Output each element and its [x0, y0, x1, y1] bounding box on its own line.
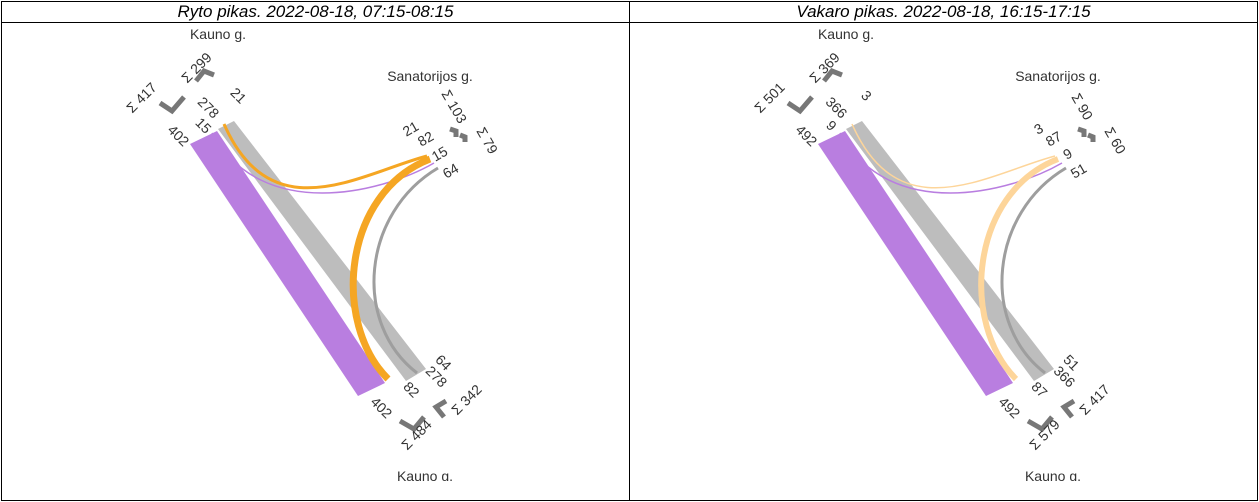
flow-curve	[839, 132, 1063, 194]
chevron	[158, 95, 186, 115]
sum-label: Σ 342	[448, 381, 485, 418]
sum-label: Σ 103	[438, 87, 470, 126]
flow-band	[846, 121, 1054, 381]
chevron	[432, 398, 448, 419]
flow-curve	[851, 123, 1056, 189]
flow-curve	[978, 156, 1060, 382]
flow-label: 87	[1043, 128, 1065, 150]
flow-label: 82	[400, 378, 422, 400]
flow-label: 9	[1060, 145, 1075, 163]
flow-label: 3	[858, 87, 875, 104]
flow-label: 51	[1068, 160, 1090, 182]
flow-label: 82	[415, 128, 437, 150]
chevron	[1087, 132, 1096, 142]
flow-band	[190, 131, 385, 396]
flow-label: 492	[793, 122, 821, 150]
flow-curve	[372, 166, 439, 375]
street-label: Kauno g.	[397, 468, 453, 481]
panel-cell: Kauno g. Σ 417 Σ 299 402 15 278 21 Sanatorijos …	[1, 22, 630, 501]
chevron	[459, 132, 468, 142]
sum-label: Σ 501	[751, 79, 788, 116]
flow-label: 366	[823, 94, 851, 122]
flow-label: 402	[368, 394, 396, 422]
flow-label: 492	[996, 394, 1024, 422]
flow-label: 402	[165, 122, 193, 150]
flow-label: 21	[400, 118, 422, 140]
street-label: Sanatorijos g.	[1015, 68, 1101, 84]
sum-label: Σ 417	[123, 79, 160, 116]
flow-curve	[222, 123, 428, 190]
sum-label: Σ 79	[473, 124, 501, 157]
chevron	[1026, 415, 1054, 433]
street-label: Kauno g.	[1025, 468, 1081, 481]
street-label: Kauno g.	[190, 26, 246, 42]
flow-curve	[211, 132, 435, 194]
header-row: Ryto pikas. 2022-08-18, 07:15-08:15 Vaka…	[1, 1, 1258, 23]
chevron	[1077, 126, 1087, 137]
sum-label: Σ 60	[1101, 124, 1129, 157]
sum-label: Σ 417	[1076, 381, 1113, 418]
street-label: Kauno g.	[818, 26, 874, 42]
panel-cell: Kauno g. Σ 501 Σ 369 492 9 366 3 Sanatorijos g.…	[629, 22, 1258, 501]
flow-label: 21	[227, 84, 249, 106]
chevron	[786, 95, 814, 115]
flow-curve	[1000, 166, 1067, 375]
chevron	[1060, 398, 1076, 419]
panel-title: Vakaro pikas. 2022-08-18, 16:15-17:15	[629, 1, 1258, 23]
flow-label: 64	[440, 160, 462, 182]
diagram-row: Kauno g. Σ 417 Σ 299 402 15 278 21 Sanatorijos …	[1, 22, 1258, 501]
street-label: Sanatorijos g.	[387, 68, 473, 84]
flow-label: 15	[429, 143, 451, 165]
flow-label: 278	[195, 94, 223, 122]
flow-curve	[349, 155, 432, 382]
panel-title: Ryto pikas. 2022-08-18, 07:15-08:15	[1, 1, 630, 23]
chevron	[449, 126, 459, 137]
sum-label: Σ 90	[1068, 90, 1096, 123]
chevron	[822, 67, 843, 83]
flow-label: 87	[1028, 378, 1050, 400]
chevron	[194, 67, 215, 83]
chevron	[398, 415, 426, 433]
flow-band	[818, 131, 1013, 396]
flow-band	[218, 121, 426, 381]
